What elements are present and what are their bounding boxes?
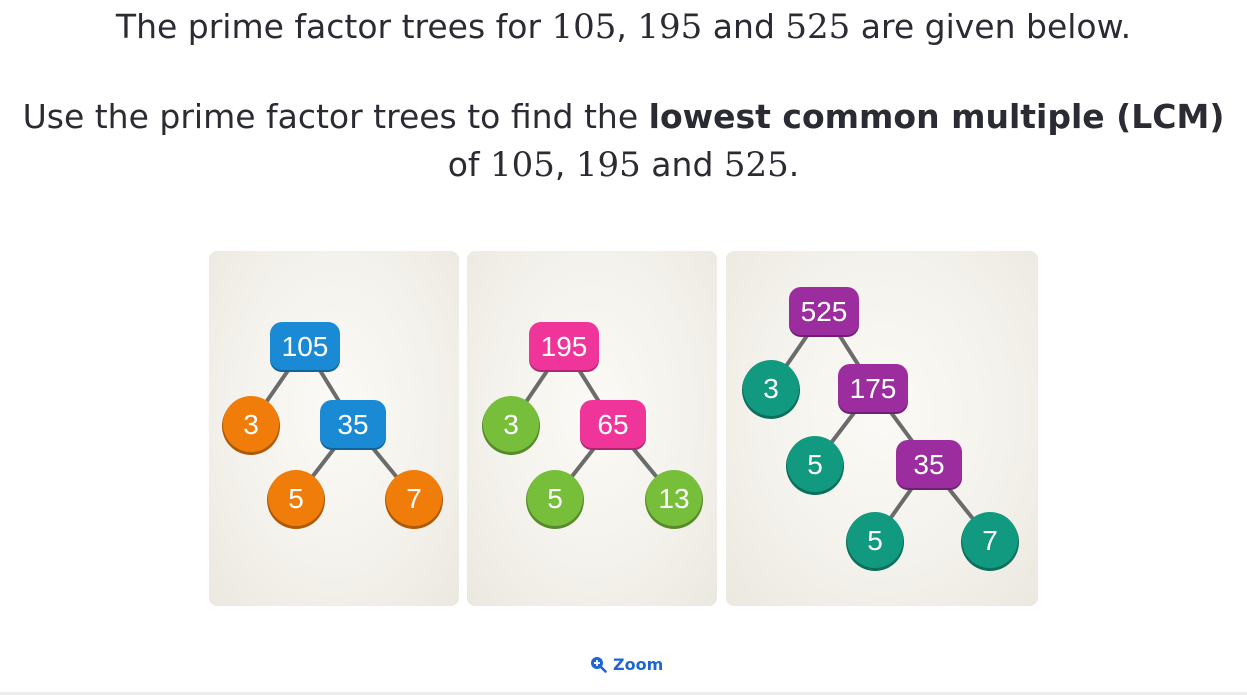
question-line-1: The prime factor trees for 105, 195 and … xyxy=(0,7,1247,47)
prime-factor-node-7: 7 xyxy=(385,470,443,529)
composite-node-65: 65 xyxy=(580,400,646,450)
prime-factor-node-5: 5 xyxy=(267,470,325,529)
composite-node-175: 175 xyxy=(838,364,908,414)
node-label: 35 xyxy=(913,449,944,480)
prime-factor-node-3: 3 xyxy=(742,360,800,419)
separator: , xyxy=(616,7,638,46)
factor-tree-525: 525 3 175 5 35 5 7 xyxy=(742,287,1019,571)
composite-node-105: 105 xyxy=(270,322,340,372)
question-text: Use the prime factor trees to find the xyxy=(22,97,649,136)
node-label: 105 xyxy=(282,331,329,362)
node-label: 5 xyxy=(288,483,304,514)
question-line-2: Use the prime factor trees to find the l… xyxy=(0,97,1247,137)
question-text: are given below. xyxy=(850,7,1132,46)
node-label: 7 xyxy=(982,525,998,556)
prime-factor-node-5: 5 xyxy=(526,470,584,529)
node-label: 5 xyxy=(807,449,823,480)
question-text: The prime factor trees for xyxy=(115,7,552,46)
prime-factor-node-7: 7 xyxy=(961,512,1019,571)
number-525: 525 xyxy=(785,7,851,47)
zoom-button[interactable]: Zoom xyxy=(590,655,663,674)
node-label: 525 xyxy=(801,296,848,327)
node-label: 5 xyxy=(867,525,883,556)
composite-node-525: 525 xyxy=(789,287,859,337)
node-label: 35 xyxy=(337,409,368,440)
separator: , xyxy=(554,145,576,184)
node-label: 195 xyxy=(541,331,588,362)
number-195: 195 xyxy=(637,7,703,47)
factor-tree-195: 195 3 65 5 13 xyxy=(482,322,703,529)
zoom-label: Zoom xyxy=(613,655,664,674)
number-105: 105 xyxy=(551,7,617,47)
prime-factor-node-5: 5 xyxy=(846,512,904,571)
factor-tree-105: 105 3 35 5 7 xyxy=(222,322,443,529)
number-195: 195 xyxy=(575,145,641,185)
prime-factor-node-3: 3 xyxy=(222,396,280,455)
number-525: 525 xyxy=(723,145,789,185)
node-label: 3 xyxy=(503,409,519,440)
separator: and xyxy=(640,145,724,184)
question-line-3: of 105, 195 and 525. xyxy=(0,145,1247,185)
node-label: 3 xyxy=(763,373,779,404)
separator: and xyxy=(702,7,786,46)
node-label: 65 xyxy=(597,409,628,440)
question-text: . xyxy=(788,145,800,184)
lcm-term: lowest common multiple (LCM) xyxy=(648,97,1225,136)
node-label: 3 xyxy=(243,409,259,440)
node-label: 5 xyxy=(547,483,563,514)
zoom-in-icon xyxy=(591,657,607,673)
question-text: of xyxy=(447,145,491,184)
node-label: 13 xyxy=(658,483,689,514)
composite-node-195: 195 xyxy=(529,322,599,372)
composite-node-35: 35 xyxy=(320,400,386,450)
node-label: 7 xyxy=(406,483,422,514)
bottom-divider xyxy=(0,692,1247,695)
number-105: 105 xyxy=(490,145,555,185)
composite-node-35: 35 xyxy=(896,440,962,490)
prime-factor-node-5: 5 xyxy=(786,436,844,495)
node-label: 175 xyxy=(850,373,897,404)
prime-factor-node-13: 13 xyxy=(645,470,703,529)
prime-factor-node-3: 3 xyxy=(482,396,540,455)
